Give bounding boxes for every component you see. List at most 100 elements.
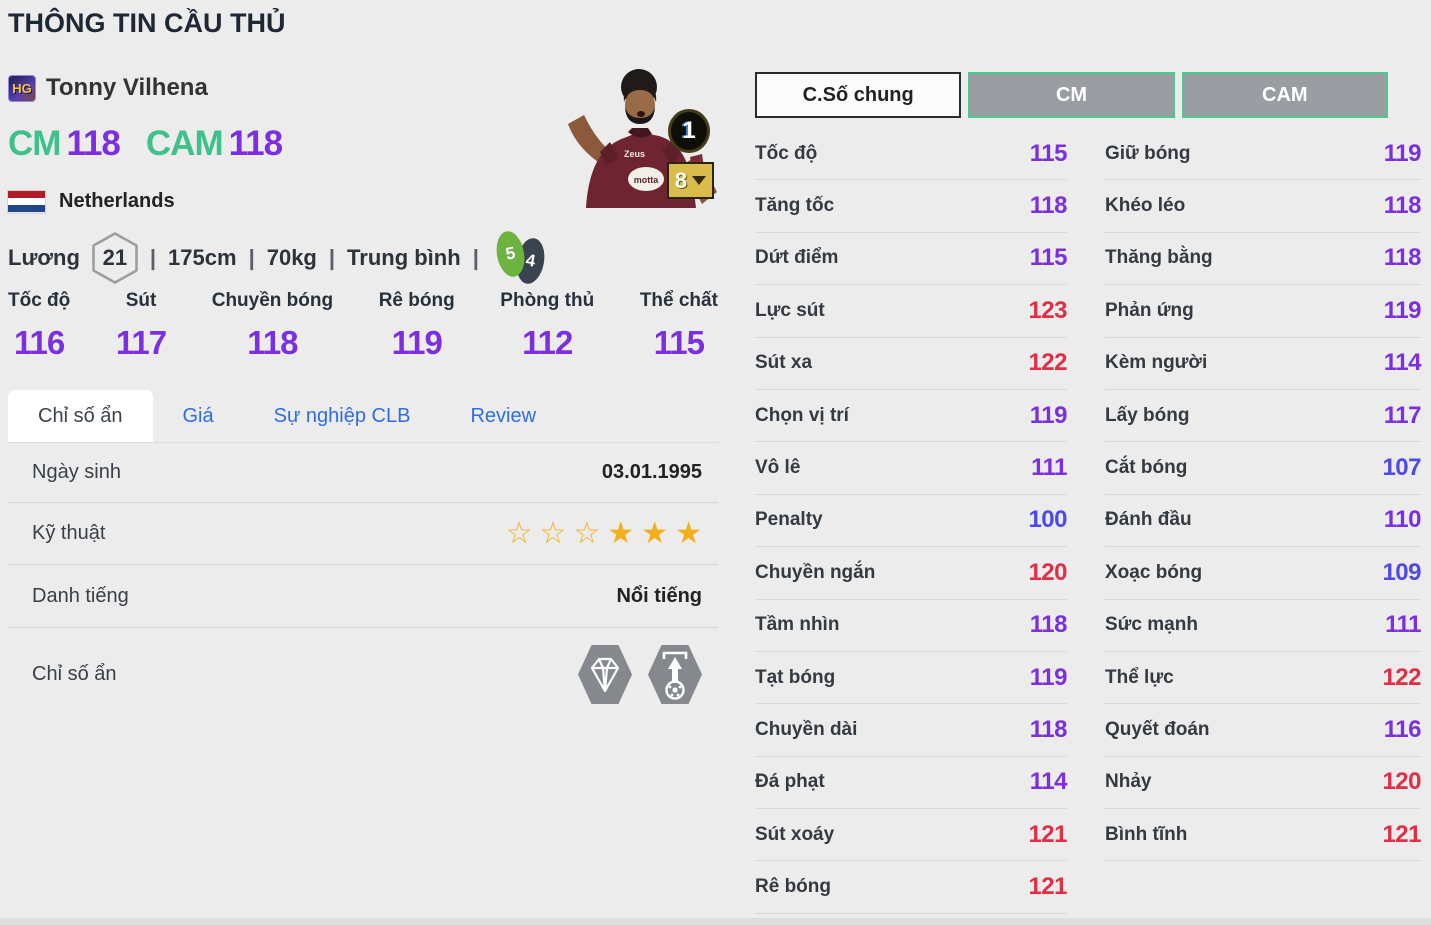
next-section-edge <box>0 918 1431 925</box>
position-ratings: CM 118 CAM 118 <box>8 124 718 164</box>
stat-row: Chọn vị trí 119 <box>755 390 1068 443</box>
stat-label: Rê bóng <box>755 876 831 898</box>
tab-hidden-stats[interactable]: Chỉ số ẩn <box>8 390 153 442</box>
stat-value: 123 <box>1028 296 1067 324</box>
star-empty-icon: ☆ <box>573 516 601 550</box>
chevron-down-icon <box>692 176 707 185</box>
stat-value: 114 <box>1029 768 1068 796</box>
position-cam: CAM 118 <box>146 124 283 163</box>
stat-value: 122 <box>1382 663 1421 691</box>
hidden-trait-icons <box>578 644 702 704</box>
general-stats-button[interactable]: C.Số chung <box>755 72 962 118</box>
summary-stat-value: 119 <box>391 324 443 361</box>
stat-value: 120 <box>1028 558 1067 586</box>
star-filled-icon: ★ <box>607 516 635 550</box>
tab-review[interactable]: Review <box>470 404 537 427</box>
hidden-traits-label: Chỉ số ẩn <box>32 662 117 685</box>
stat-value: 120 <box>1382 768 1421 796</box>
stat-value: 121 <box>1028 820 1067 848</box>
stat-row: Thăng bằng 118 <box>1105 233 1422 286</box>
detail-stats-left-column: Tốc độ 115 Tăng tốc 118 Dứt điểm 115 Lực sú… <box>755 128 1068 914</box>
stat-row: Sức mạnh 111 <box>1105 600 1421 652</box>
stat-row: Khéo léo 118 <box>1105 180 1422 233</box>
grade-dropdown[interactable]: 8 <box>667 162 714 199</box>
fame-value: Nổi tiếng <box>616 584 702 607</box>
stat-value: 118 <box>1029 611 1068 639</box>
birthdate-value: 03.01.1995 <box>601 461 702 483</box>
summary-stat-label: Rê bóng <box>378 290 455 311</box>
stat-row: Kèm người 114 <box>1105 338 1422 390</box>
stat-value: 119 <box>1029 401 1068 429</box>
netherlands-flag-icon <box>8 190 45 213</box>
hg-badge-icon: HG <box>8 74 36 102</box>
position-cam-value: 118 <box>228 124 283 163</box>
player-body-type: Trung bình <box>347 244 461 270</box>
stat-label: Chọn vị trí <box>755 404 849 426</box>
hidden-stats-table: Ngày sinh 03.01.1995 Kỹ thuật ☆ ☆ ☆ ★ ★ ★ Dan… <box>8 443 718 720</box>
summary-stat: Sút 117 <box>115 290 167 362</box>
stat-value: 118 <box>1383 244 1422 272</box>
hexagon-outline-icon <box>92 231 138 284</box>
stat-row: Chuyền ngắn 120 <box>755 547 1067 600</box>
stat-label: Tạt bóng <box>755 666 836 688</box>
table-row-fame: Danh tiếng Nổi tiếng <box>8 565 718 628</box>
stat-row: Rê bóng 121 <box>755 861 1067 914</box>
stat-row: Bình tĩnh 121 <box>1105 809 1421 862</box>
stat-value: 111 <box>1031 454 1067 482</box>
summary-stat-value: 117 <box>115 324 167 361</box>
stat-value: 115 <box>1029 139 1068 167</box>
stat-value: 115 <box>1029 244 1068 272</box>
stat-row: Xoạc bóng 109 <box>1105 547 1421 600</box>
stat-row: Vô lê 111 <box>755 442 1067 495</box>
birthdate-label: Ngày sinh <box>32 461 121 483</box>
stat-row: Lấy bóng 117 <box>1105 390 1422 443</box>
nation-name: Netherlands <box>59 190 175 212</box>
detail-stats-right-column: Giữ bóng 119 Khéo léo 118 Thăng bằng 118 Ph… <box>1105 128 1422 914</box>
stat-label: Bình tĩnh <box>1105 823 1188 845</box>
stat-label: Sút xoáy <box>755 823 835 845</box>
summary-stat-value: 118 <box>247 324 298 361</box>
gem-icon <box>578 644 632 704</box>
table-row-birthdate: Ngày sinh 03.01.1995 <box>8 443 718 503</box>
star-empty-icon: ☆ <box>539 516 567 550</box>
stat-row: Nhảy 120 <box>1105 757 1421 810</box>
tab-club-career[interactable]: Sự nghiệp CLB <box>273 404 411 427</box>
player-name: Tonny Vilhena <box>46 74 208 101</box>
stat-value: 119 <box>1383 296 1422 324</box>
stat-label: Xoạc bóng <box>1105 561 1203 583</box>
stat-filter-buttons: C.Số chung CM CAM <box>755 72 1388 118</box>
stat-label: Vô lê <box>755 457 801 479</box>
stat-label: Tăng tốc <box>755 195 835 217</box>
stat-value: 118 <box>1383 192 1422 220</box>
stat-row: Tạt bóng 119 <box>755 652 1068 705</box>
cam-stats-button[interactable]: CAM <box>1181 72 1388 118</box>
cm-stats-button[interactable]: CM <box>968 72 1175 118</box>
position-cm-label: CM <box>8 124 61 163</box>
stat-row: Tốc độ 115 <box>755 128 1068 181</box>
summary-stat-label: Sút <box>125 290 157 311</box>
skill-stars: ☆ ☆ ☆ ★ ★ ★ <box>506 516 702 550</box>
summary-stat: Chuyền bóng 118 <box>212 290 333 362</box>
summary-stat: Phòng thủ 112 <box>500 290 594 362</box>
separator: | <box>248 244 255 270</box>
stat-value: 111 <box>1385 611 1421 639</box>
salary-hexagon: 21 <box>92 231 138 284</box>
stat-label: Tầm nhìn <box>755 614 840 636</box>
summary-stat-value: 112 <box>522 324 573 361</box>
stat-label: Dứt điểm <box>755 247 839 269</box>
stat-row: Phản ứng 119 <box>1105 285 1422 338</box>
stat-row: Giữ bóng 119 <box>1105 128 1422 181</box>
salary-value: 21 <box>102 244 128 270</box>
position-cm: CM 118 <box>8 124 121 163</box>
stat-label: Lực sút <box>755 299 825 321</box>
stat-label: Đánh đầu <box>1105 509 1192 531</box>
stat-label: Cắt bóng <box>1105 457 1188 479</box>
tab-price[interactable]: Giá <box>182 404 214 427</box>
stat-row: Cắt bóng 107 <box>1105 442 1421 495</box>
foot-skill-icons: 5 4 <box>493 229 548 286</box>
detail-stats-grid: Tốc độ 115 Tăng tốc 118 Dứt điểm 115 Lực sú… <box>755 128 1422 914</box>
stat-label: Tốc độ <box>755 142 818 164</box>
svg-text:Zeus: Zeus <box>624 149 645 159</box>
summary-stat: Thể chất 115 <box>640 290 718 362</box>
